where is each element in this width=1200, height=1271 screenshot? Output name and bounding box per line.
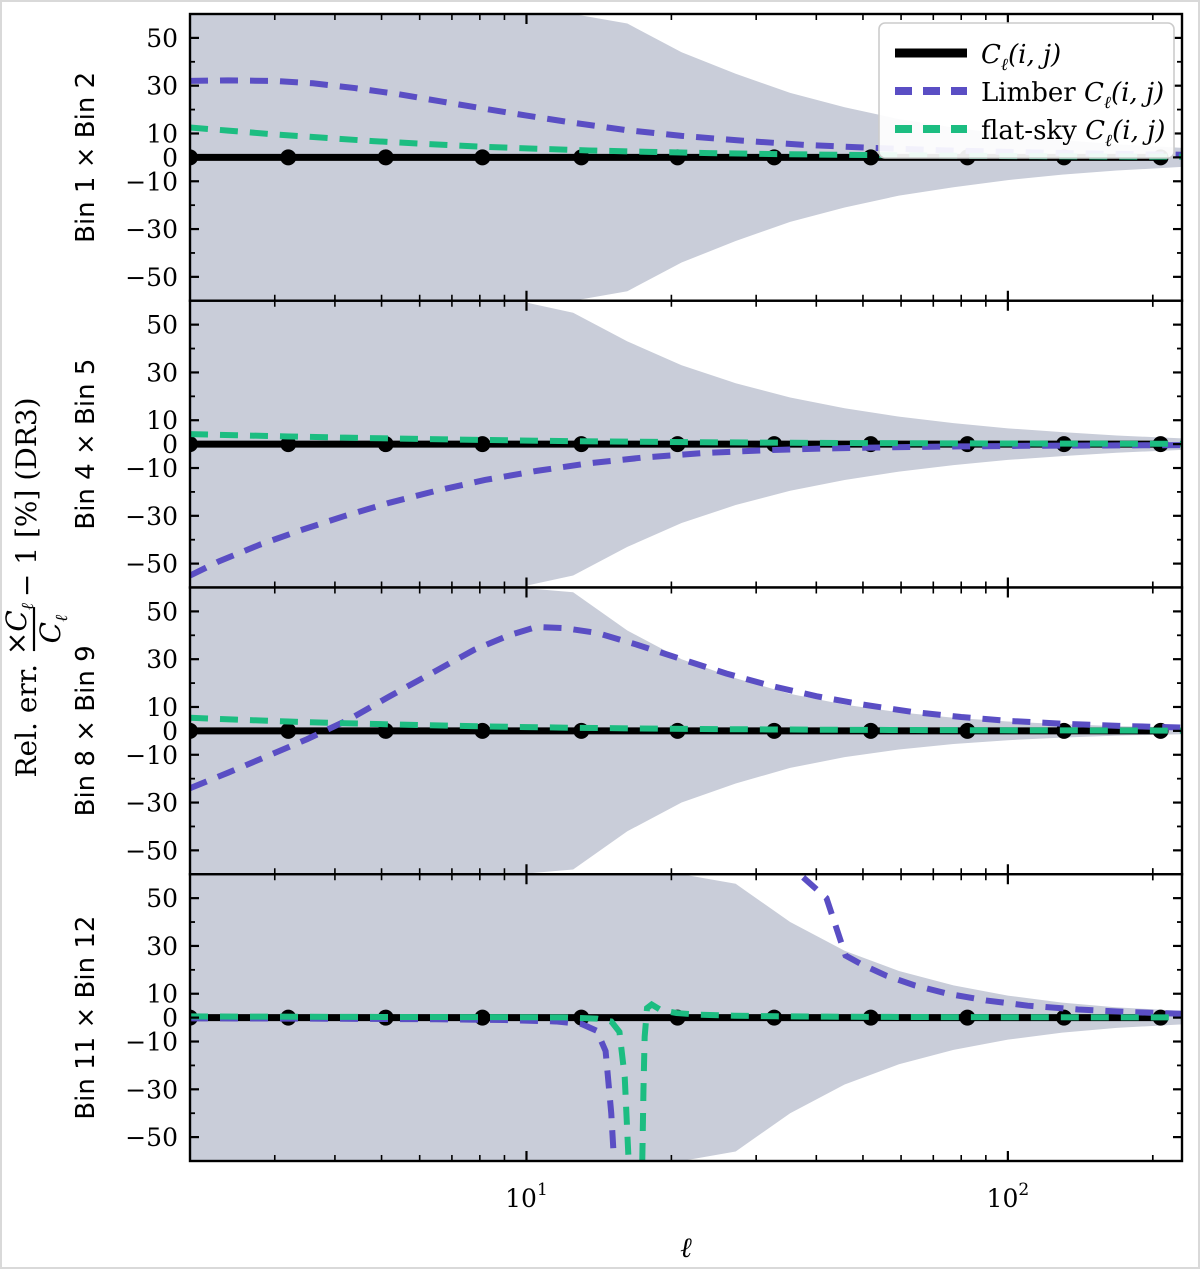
legend-entry-cl-exact[interactable]: Cℓ(i, j) (895, 40, 1061, 75)
legend-label-cl-flatsky: flat-sky Cℓ(i, j) (981, 116, 1165, 151)
y-axis-tick-label: 30 (146, 645, 178, 674)
x-axis: 101 102 ℓ (505, 1180, 1029, 1264)
y-axis-tick-label: 0 (162, 143, 178, 172)
data-point-marker (474, 436, 491, 453)
y-axis-tick-label: −10 (125, 454, 178, 483)
data-point-marker (573, 149, 590, 166)
panel-label: Bin 4 × Bin 5 (71, 359, 101, 530)
data-point-marker (377, 149, 394, 166)
y-axis-tick-label: −30 (125, 789, 178, 818)
data-point-marker (280, 149, 297, 166)
legend-entry-cl-flatsky[interactable]: flat-sky Cℓ(i, j) (895, 116, 1165, 151)
y-axis-tick-label: 50 (146, 884, 178, 913)
y-axis-tick-label: −10 (125, 741, 178, 770)
y-axis-tick-label: 10 (146, 119, 178, 148)
y-axis-tick-label: 10 (146, 980, 178, 1009)
y-axis-tick-label: −50 (125, 550, 178, 579)
y-axis-tick-label: −50 (125, 1123, 178, 1152)
y-axis-tick-label: 30 (146, 72, 178, 101)
series-line (190, 714, 1182, 734)
series-line (616, 874, 1182, 1017)
data-point-marker (474, 722, 491, 739)
y-axis-tick-label: −10 (125, 1028, 178, 1057)
y-axis-title-text: Rel. err. − 1 [%] (DR3) (10, 397, 43, 777)
panel-label: Bin 1 × Bin 2 (71, 72, 101, 243)
data-point-marker (862, 1009, 879, 1026)
legend-entry-cl-limber[interactable]: Limber Cℓ(i, j) (895, 78, 1164, 113)
y-axis-tick-label: 0 (162, 1004, 178, 1033)
data-point-marker (280, 722, 297, 739)
data-point-marker (862, 722, 879, 739)
y-axis-tick-label: 50 (146, 597, 178, 626)
legend-label-cl-exact: Cℓ(i, j) (981, 40, 1061, 75)
fraction-denominator: Cℓ (34, 615, 72, 644)
data-point-marker (474, 149, 491, 166)
x-axis-tick-label: 101 (505, 1180, 548, 1213)
y-axis-tick-label: −50 (125, 263, 178, 292)
x-axis-title: ℓ (680, 1231, 692, 1264)
y-axis-tick-label: 50 (146, 24, 178, 53)
y-axis-tick-label: 10 (146, 693, 178, 722)
data-point-marker (959, 1009, 976, 1026)
y-axis-tick-label: 30 (146, 932, 178, 961)
fraction-numerator: ×Cℓ (2, 603, 38, 655)
data-point-marker (959, 722, 976, 739)
series-line (190, 1013, 632, 1161)
panel-bin4-bin5: 50 30 100−10 −30 −50 Bin 4 × Bin 5 (71, 299, 1184, 589)
panel-bin11-bin12: 50 30 100−10 −30 −50 Bin 11 × Bin 12 (71, 873, 1184, 1163)
y-axis-tick-label: 0 (162, 717, 178, 746)
panel-bin8-bin9: 50 30 100−10 −30 −50 Bin 8 × Bin 9 (71, 586, 1184, 876)
y-axis-tick-label: 50 (146, 311, 178, 340)
series-line (639, 1000, 1182, 1161)
panel-label: Bin 8 × Bin 9 (71, 645, 101, 816)
series-line (190, 442, 1182, 579)
series-line (190, 1015, 618, 1161)
legend-label-cl-limber: Limber Cℓ(i, j) (981, 78, 1164, 113)
panel-border (188, 873, 1184, 1163)
y-axis-tick-label: −10 (125, 167, 178, 196)
data-point-marker (474, 1009, 491, 1026)
y-axis-tick-label: −30 (125, 502, 178, 531)
y-axis-tick-label: −50 (125, 836, 178, 865)
y-axis-tick-label: 0 (162, 430, 178, 459)
panel-label: Bin 11 × Bin 12 (71, 916, 101, 1120)
series-line (190, 431, 1182, 447)
data-point-marker (280, 436, 297, 453)
legend: Cℓ(i, j)Limber Cℓ(i, j)flat-sky Cℓ(i, j) (878, 22, 1175, 159)
y-axis-tick-label: 30 (146, 358, 178, 387)
x-axis-tick-label: 102 (987, 1180, 1030, 1213)
y-axis-tick-label: 10 (146, 406, 178, 435)
y-axis-tick-label: −30 (125, 1075, 178, 1104)
y-axis-tick-label: −30 (125, 215, 178, 244)
